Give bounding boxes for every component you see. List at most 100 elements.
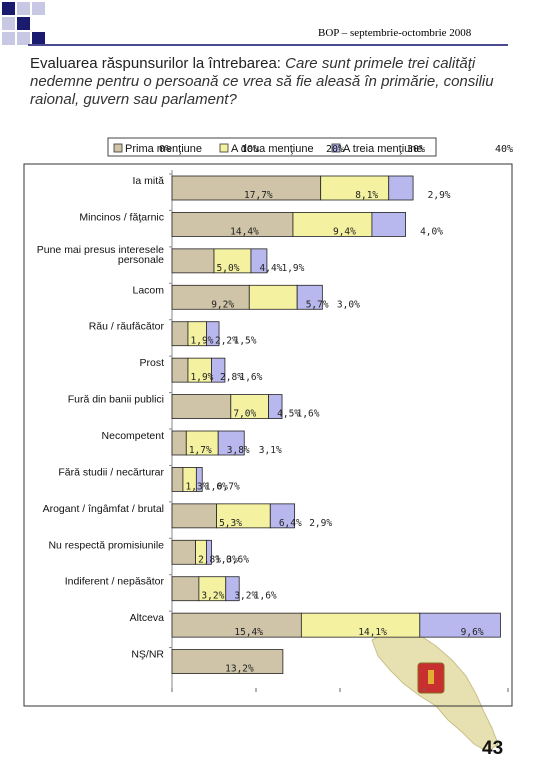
- header-rule: [28, 44, 508, 46]
- bar-segment: [206, 321, 220, 347]
- bar-segment: [171, 649, 284, 674]
- data-label: 1,9%: [191, 336, 214, 347]
- bar-segment: [171, 321, 189, 347]
- bar-segment: [206, 539, 212, 565]
- data-label: 2,8%: [220, 372, 243, 383]
- category-label: Ia mită: [132, 175, 164, 187]
- legend-swatch: [113, 143, 123, 153]
- data-label: 0,7%: [217, 481, 240, 492]
- decorative-square: [2, 17, 15, 30]
- data-label: 5,7%: [306, 299, 329, 310]
- data-label: 9,4%: [333, 226, 356, 237]
- bar-segment: [171, 394, 232, 419]
- category-label: Fără studii / necărturar: [58, 466, 164, 478]
- x-tick-label: 10%: [241, 144, 259, 155]
- data-label: 1,9%: [191, 372, 214, 383]
- bar-segment: [225, 576, 240, 602]
- bar-segment: [195, 467, 203, 492]
- bar-segment: [211, 357, 226, 383]
- decorative-square: [17, 17, 30, 30]
- category-label: Mincinos / făţarnic: [79, 211, 164, 223]
- bar-segment: [171, 503, 217, 529]
- data-label: 5,0%: [217, 263, 240, 274]
- page-title: Evaluarea răspunsurilor la întrebarea: C…: [30, 55, 500, 109]
- bar-segment: [171, 175, 322, 201]
- bar-segment: [171, 576, 200, 602]
- bar-segment: [171, 467, 184, 492]
- data-label: 9,6%: [461, 627, 484, 638]
- legend-label: A treia menţiune: [343, 143, 423, 155]
- data-label: 8,1%: [355, 190, 378, 201]
- data-label: 5,3%: [219, 518, 242, 529]
- data-label: 13,2%: [225, 664, 254, 675]
- data-label: 2,8%: [198, 554, 221, 565]
- data-label: 17,7%: [244, 190, 273, 201]
- data-label: 9,2%: [211, 299, 234, 310]
- legend-label: Prima menţiune: [125, 143, 202, 155]
- category-label: Arogant / îngâmfat / brutal: [43, 503, 164, 515]
- title-question: Care sunt primele trei calităţi nedemne …: [30, 55, 494, 108]
- decorative-square: [2, 32, 15, 45]
- bar-segment: [230, 394, 270, 419]
- data-label: 1,3%: [185, 481, 208, 492]
- data-label: 7,0%: [233, 409, 256, 420]
- decorative-square: [2, 2, 15, 15]
- data-label: 3,0%: [337, 299, 360, 310]
- category-label: Rău / răufăcător: [89, 321, 165, 333]
- legend-label: A doua menţiune: [231, 143, 314, 155]
- plot-frame: [23, 163, 513, 707]
- bar-segment: [171, 430, 187, 456]
- data-label: 1,3%: [215, 554, 238, 565]
- x-tick-label: 40%: [495, 144, 513, 155]
- bar-segment: [268, 394, 283, 419]
- bar-segment: [419, 612, 501, 638]
- data-label: 3,2%: [234, 591, 257, 602]
- category-label: Necompetent: [102, 430, 165, 442]
- data-label: 1,6%: [297, 409, 320, 420]
- category-label: Prost: [139, 357, 164, 369]
- data-label: 3,2%: [201, 591, 224, 602]
- decorative-square: [32, 32, 45, 45]
- bar-segment: [292, 212, 373, 237]
- title-lead: Evaluarea răspunsurilor la întrebarea:: [30, 55, 286, 72]
- data-label: 2,9%: [309, 518, 332, 529]
- data-label: 15,4%: [234, 627, 263, 638]
- bar-segment: [213, 248, 252, 274]
- category-label: Altceva: [130, 612, 165, 624]
- data-label: 1,9%: [281, 263, 304, 274]
- decorative-square: [17, 32, 30, 45]
- category-label: Indiferent / nepăsător: [65, 576, 165, 588]
- data-label: 1,5%: [234, 336, 257, 347]
- bar-segment: [300, 612, 421, 638]
- bar-segment: [171, 539, 196, 565]
- legend-box: [107, 137, 437, 157]
- bar-segment: [171, 284, 250, 310]
- category-label: Lacom: [132, 284, 164, 296]
- bar-segment: [296, 284, 323, 310]
- data-label: 3,1%: [259, 445, 282, 456]
- header-label: BOP – septembrie-octombrie 2008: [318, 27, 472, 39]
- category-label: Nu respectă promisiunile: [48, 539, 164, 551]
- legend-swatch: [331, 143, 341, 153]
- bar-segment: [171, 357, 189, 383]
- decorative-square: [17, 2, 30, 15]
- data-label: 4,5%: [277, 409, 300, 420]
- data-label: 1,6%: [254, 591, 277, 602]
- data-label: 2,2%: [215, 336, 238, 347]
- x-tick-label: 0%: [159, 144, 171, 155]
- bar-segment: [216, 503, 271, 529]
- bar-segment: [171, 212, 294, 237]
- data-label: 1,6%: [205, 481, 228, 492]
- bar-segment: [250, 248, 268, 274]
- bar-segment: [171, 612, 302, 638]
- data-label: 14,4%: [230, 226, 259, 237]
- bar-segment: [171, 248, 215, 274]
- category-label: NŞ/NR: [131, 649, 164, 661]
- bar-segment: [320, 175, 390, 201]
- data-label: 1,6%: [239, 372, 262, 383]
- data-label: 2,9%: [428, 190, 451, 201]
- category-label: personale: [118, 254, 164, 266]
- bar-segment: [269, 503, 296, 529]
- data-label: 0,6%: [226, 554, 249, 565]
